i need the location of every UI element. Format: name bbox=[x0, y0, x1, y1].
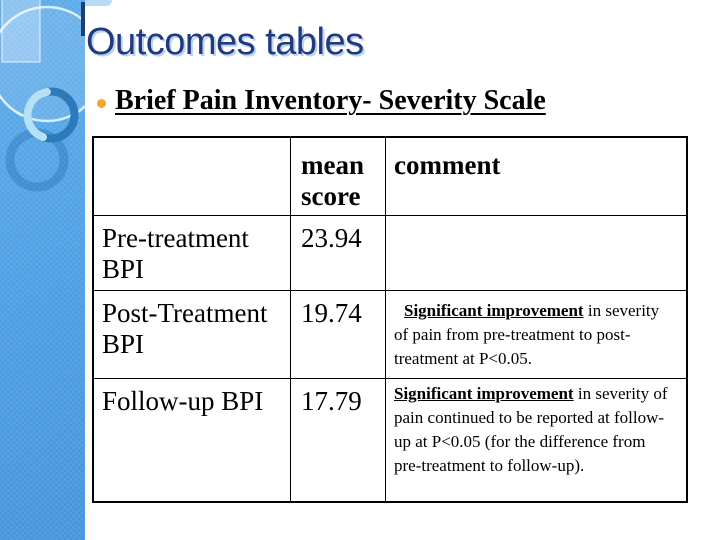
decorative-circles-graphic bbox=[0, 0, 85, 192]
slide-title: Outcomes tables bbox=[86, 21, 364, 63]
table-header-comment: comment bbox=[385, 138, 686, 215]
comment-emphasis: Significant improvement bbox=[404, 301, 584, 320]
left-decorative-strip bbox=[0, 0, 85, 540]
navy-accent-line bbox=[81, 2, 85, 36]
comment-emphasis: Significant improvement bbox=[394, 384, 574, 403]
mean-score-follow-up: 17.79 bbox=[290, 378, 385, 501]
comment-pre-treatment bbox=[385, 215, 686, 290]
mean-score-pre-treatment: 23.94 bbox=[290, 215, 385, 290]
comment-follow-up: Significant improvement in severity of p… bbox=[385, 378, 686, 501]
bullet-icon bbox=[97, 99, 106, 108]
table-header-mean-score: mean score bbox=[290, 138, 385, 215]
comment-post-treatment: Significant improvement in severity of p… bbox=[385, 290, 686, 378]
ring-highlight-arc-icon bbox=[23, 87, 51, 142]
row-label-follow-up: Follow-up BPI bbox=[94, 378, 290, 501]
mean-score-post-treatment: 19.74 bbox=[290, 290, 385, 378]
decorative-top-sliver bbox=[85, 0, 112, 6]
section-heading: Brief Pain Inventory- Severity Scale bbox=[115, 85, 546, 116]
comment-text: in severity of pain from pre-treatment t… bbox=[394, 301, 660, 368]
comment-text: in severity of pain continued to be repo… bbox=[394, 384, 668, 475]
translucent-square-icon bbox=[1, 0, 41, 63]
row-label-pre-treatment: Pre-treatment BPI bbox=[94, 215, 290, 290]
row-label-post-treatment: Post-Treatment BPI bbox=[94, 290, 290, 378]
table-header-empty bbox=[94, 138, 290, 215]
outcomes-table: mean score comment Pre-treatment BPI 23.… bbox=[92, 136, 688, 503]
